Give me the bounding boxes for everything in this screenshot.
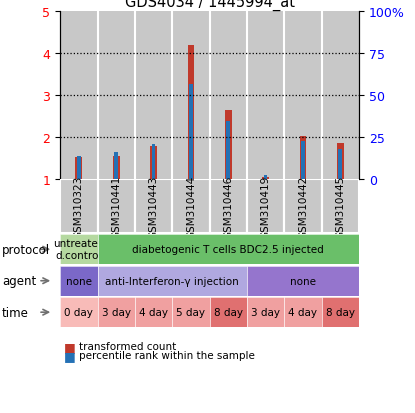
Bar	[300, 137, 306, 180]
Text: 3 day: 3 day	[102, 307, 131, 318]
Title: GDS4034 / 1445994_at: GDS4034 / 1445994_at	[124, 0, 295, 11]
Bar	[264, 176, 267, 180]
Bar	[188, 46, 194, 180]
FancyBboxPatch shape	[284, 180, 322, 233]
Bar	[247, 12, 284, 180]
FancyBboxPatch shape	[60, 180, 98, 233]
Bar	[77, 157, 81, 180]
Text: percentile rank within the sample: percentile rank within the sample	[79, 350, 255, 360]
Bar	[98, 12, 135, 180]
Text: GSM310323: GSM310323	[74, 175, 84, 238]
Bar	[113, 157, 120, 180]
Bar	[60, 12, 98, 180]
Text: none: none	[290, 276, 316, 286]
Text: agent: agent	[2, 275, 37, 287]
Text: 0 day: 0 day	[64, 307, 93, 318]
Text: 3 day: 3 day	[251, 307, 280, 318]
Text: untreated
d.control: untreated d.control	[53, 239, 105, 261]
Text: diabetogenic T cells BDC2.5 injected: diabetogenic T cells BDC2.5 injected	[132, 244, 324, 255]
Text: GSM310445: GSM310445	[335, 175, 345, 238]
Text: GSM310446: GSM310446	[223, 175, 233, 238]
Text: protocol: protocol	[2, 243, 50, 256]
Text: none: none	[66, 276, 92, 286]
Bar	[225, 111, 232, 180]
Text: GSM310441: GSM310441	[111, 175, 121, 238]
FancyBboxPatch shape	[172, 180, 210, 233]
Text: GSM310444: GSM310444	[186, 175, 196, 238]
Bar	[322, 12, 359, 180]
Text: 8 day: 8 day	[214, 307, 243, 318]
Text: time: time	[2, 306, 29, 319]
Text: ■: ■	[64, 340, 76, 353]
FancyBboxPatch shape	[322, 180, 359, 233]
Bar	[150, 146, 157, 180]
Bar	[189, 84, 193, 180]
FancyBboxPatch shape	[98, 180, 135, 233]
Text: GSM310442: GSM310442	[298, 175, 308, 238]
Bar	[115, 152, 118, 180]
Text: GSM310443: GSM310443	[149, 175, 159, 238]
Text: transformed count: transformed count	[79, 341, 176, 351]
Text: anti-Interferon-γ injection: anti-Interferon-γ injection	[105, 276, 239, 286]
FancyBboxPatch shape	[210, 180, 247, 233]
Bar	[284, 12, 322, 180]
Bar	[76, 158, 82, 180]
Text: ■: ■	[64, 349, 76, 362]
Text: 4 day: 4 day	[288, 307, 317, 318]
Text: 4 day: 4 day	[139, 307, 168, 318]
Bar	[339, 150, 342, 180]
Bar	[227, 122, 230, 180]
Bar	[301, 141, 305, 180]
Bar	[152, 145, 155, 180]
Bar	[262, 178, 269, 180]
Bar	[172, 12, 210, 180]
Text: 5 day: 5 day	[176, 307, 205, 318]
Bar	[210, 12, 247, 180]
Text: 8 day: 8 day	[326, 307, 355, 318]
FancyBboxPatch shape	[135, 180, 172, 233]
FancyBboxPatch shape	[247, 180, 284, 233]
Text: GSM310419: GSM310419	[261, 175, 271, 238]
Bar	[337, 144, 344, 180]
Bar	[135, 12, 172, 180]
